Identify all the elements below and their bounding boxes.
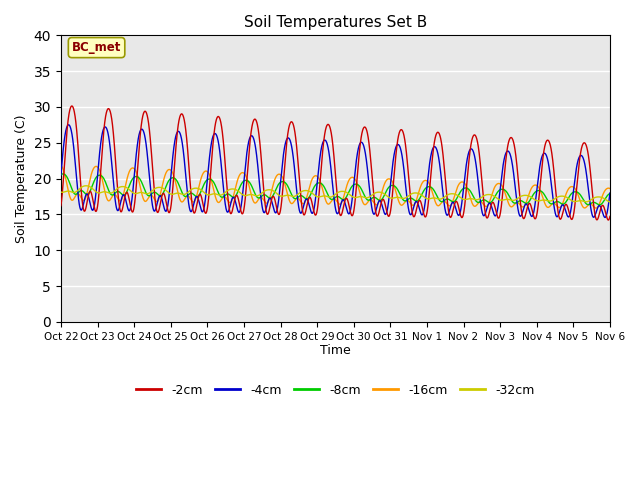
Text: BC_met: BC_met xyxy=(72,41,121,54)
Y-axis label: Soil Temperature (C): Soil Temperature (C) xyxy=(15,114,28,243)
X-axis label: Time: Time xyxy=(320,345,351,358)
Title: Soil Temperatures Set B: Soil Temperatures Set B xyxy=(244,15,427,30)
Legend: -2cm, -4cm, -8cm, -16cm, -32cm: -2cm, -4cm, -8cm, -16cm, -32cm xyxy=(131,379,540,402)
